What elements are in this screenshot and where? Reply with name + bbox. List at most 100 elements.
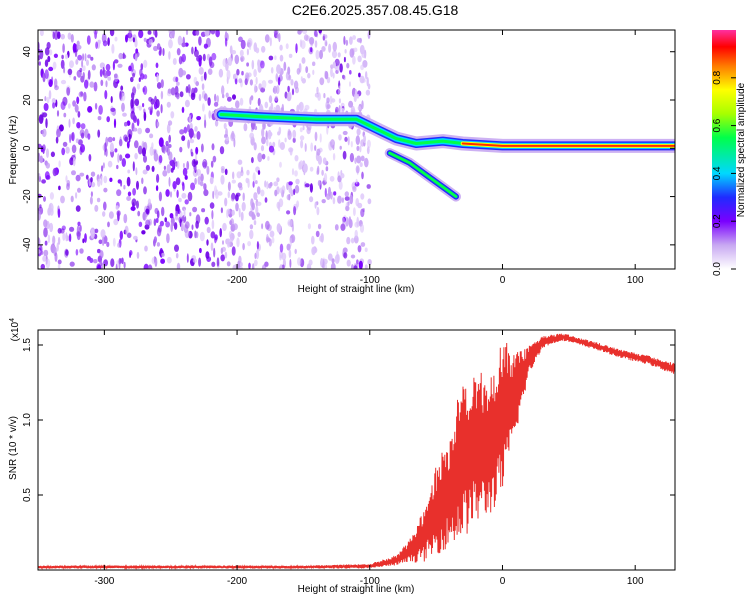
- noise-speckle: [337, 52, 341, 58]
- noise-speckle: [345, 205, 350, 212]
- noise-speckle: [275, 104, 281, 112]
- noise-speckle: [85, 174, 89, 180]
- noise-speckle: [42, 128, 47, 138]
- noise-speckle: [366, 146, 370, 155]
- noise-speckle: [288, 147, 294, 153]
- noise-speckle: [66, 183, 70, 191]
- noise-speckle: [136, 251, 140, 259]
- noise-speckle: [359, 223, 365, 233]
- noise-speckle: [178, 197, 182, 203]
- noise-speckle: [211, 219, 215, 230]
- noise-speckle: [242, 192, 245, 202]
- noise-speckle: [236, 237, 240, 248]
- noise-speckle: [153, 238, 156, 247]
- noise-speckle: [254, 83, 257, 94]
- noise-speckle: [249, 229, 254, 240]
- noise-speckle: [43, 196, 46, 202]
- noise-speckle: [317, 165, 320, 175]
- noise-speckle: [190, 182, 196, 191]
- noise-speckle: [361, 52, 367, 58]
- noise-speckle: [123, 213, 128, 224]
- noise-speckle: [176, 262, 181, 269]
- noise-speckle: [56, 110, 60, 117]
- noise-speckle: [81, 59, 84, 68]
- noise-speckle: [330, 262, 336, 269]
- noise-speckle: [43, 249, 49, 257]
- noise-speckle: [103, 201, 107, 211]
- noise-speckle: [361, 78, 366, 83]
- noise-speckle: [172, 181, 177, 190]
- noise-speckle: [107, 221, 110, 228]
- noise-speckle: [246, 62, 250, 67]
- y-tick-label: -20: [22, 189, 33, 204]
- noise-speckle: [77, 139, 83, 146]
- noise-speckle: [47, 55, 51, 63]
- noise-speckle: [256, 186, 261, 195]
- noise-speckle: [155, 62, 159, 69]
- noise-speckle: [181, 53, 186, 63]
- noise-speckle: [176, 189, 179, 198]
- noise-speckle: [234, 78, 238, 85]
- noise-speckle: [202, 53, 206, 62]
- noise-speckle: [153, 152, 159, 162]
- noise-speckle: [187, 84, 191, 94]
- noise-speckle: [357, 245, 362, 253]
- noise-speckle: [184, 175, 188, 180]
- noise-speckle: [302, 30, 308, 35]
- noise-speckle: [163, 165, 166, 170]
- noise-speckle: [334, 224, 339, 231]
- noise-speckle: [231, 50, 237, 55]
- noise-speckle: [324, 71, 329, 80]
- noise-speckle: [86, 59, 89, 66]
- noise-speckle: [232, 264, 237, 269]
- noise-speckle: [341, 197, 344, 203]
- noise-speckle: [114, 36, 118, 42]
- noise-speckle: [142, 142, 146, 148]
- noise-speckle: [77, 187, 81, 193]
- y-tick-label: -40: [22, 237, 33, 252]
- noise-speckle: [224, 37, 228, 47]
- x-tick-label: -200: [227, 275, 247, 286]
- noise-speckle: [75, 192, 78, 199]
- colorbar-tick-label: 0.0: [712, 262, 723, 276]
- noise-speckle: [355, 178, 358, 185]
- noise-speckle: [179, 91, 184, 98]
- noise-speckle: [70, 34, 74, 43]
- noise-speckle: [227, 191, 230, 199]
- noise-speckle: [258, 83, 262, 90]
- noise-speckle: [38, 61, 41, 66]
- noise-speckle: [214, 93, 217, 102]
- noise-speckle: [143, 263, 149, 269]
- noise-speckle: [80, 123, 86, 130]
- noise-speckle: [292, 137, 296, 143]
- noise-speckle: [71, 170, 76, 176]
- noise-speckle: [69, 157, 74, 166]
- noise-speckle: [78, 91, 84, 98]
- noise-speckle: [211, 52, 217, 61]
- noise-speckle: [260, 145, 265, 152]
- noise-speckle: [97, 129, 101, 138]
- noise-speckle: [107, 136, 113, 143]
- noise-speckle: [109, 30, 115, 37]
- noise-speckle: [224, 31, 228, 40]
- noise-speckle: [61, 147, 66, 156]
- noise-speckle: [115, 205, 119, 210]
- noise-speckle: [211, 143, 215, 151]
- noise-speckle: [57, 208, 61, 218]
- y-tick-label: 40: [22, 46, 33, 58]
- noise-speckle: [77, 111, 81, 118]
- noise-speckle: [306, 127, 311, 135]
- noise-speckle: [194, 177, 197, 185]
- noise-speckle: [118, 259, 121, 269]
- noise-speckle: [192, 258, 198, 263]
- noise-speckle: [201, 143, 204, 153]
- noise-speckle: [83, 91, 87, 102]
- noise-speckle: [80, 132, 85, 139]
- noise-speckle: [116, 210, 121, 217]
- noise-speckle: [151, 165, 155, 172]
- noise-speckle: [51, 76, 54, 85]
- noise-speckle: [39, 204, 42, 209]
- noise-speckle: [181, 42, 186, 48]
- noise-speckle: [319, 133, 322, 143]
- noise-speckle: [179, 146, 183, 153]
